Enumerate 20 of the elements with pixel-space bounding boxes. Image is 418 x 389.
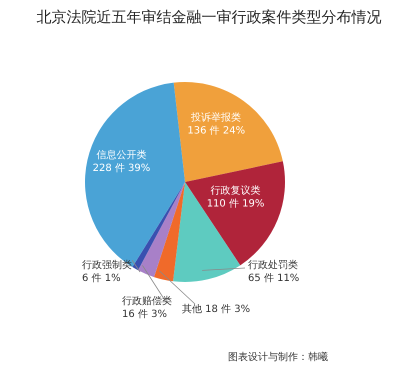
slice-label: 其他 18 件 3% bbox=[182, 303, 250, 315]
data-label: 16 件 3% bbox=[122, 309, 167, 320]
slice-label: 行政强制类 bbox=[82, 259, 132, 271]
slice-label: 行政赔偿类 bbox=[122, 295, 172, 307]
slice-label: 行政复议类 bbox=[210, 184, 261, 197]
data-label: 136 件 24% bbox=[187, 126, 246, 137]
pie-slice bbox=[138, 182, 185, 278]
slice-label: 信息公开类 bbox=[96, 148, 146, 161]
data-label: 110 件 19% bbox=[206, 198, 264, 210]
data-label: 6 件 1% bbox=[82, 273, 121, 284]
pie-slice bbox=[174, 82, 283, 182]
pie-slice bbox=[173, 182, 240, 282]
pie-slice bbox=[132, 182, 185, 270]
slice-label: 投诉举报类 bbox=[190, 112, 242, 124]
data-label: 228 件 39% bbox=[92, 162, 150, 174]
text: 图表设计与制作：韩曦 bbox=[228, 350, 328, 364]
data-label: 65 件 11% bbox=[248, 273, 300, 284]
slice-label: 行政处罚类 bbox=[248, 259, 298, 271]
chart-title: 北京法院近五年审结金融一审行政案件类型分布情况 bbox=[36, 8, 382, 27]
pie-slice bbox=[154, 182, 185, 282]
